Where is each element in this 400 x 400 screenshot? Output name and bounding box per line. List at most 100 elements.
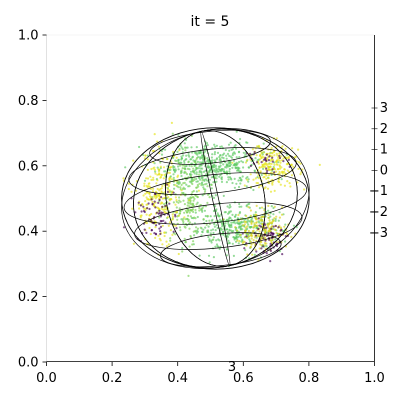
scatter-point bbox=[271, 156, 274, 159]
scatter-point bbox=[206, 193, 210, 196]
scatter-point bbox=[244, 161, 248, 164]
scatter-point bbox=[176, 218, 179, 221]
scatter-point bbox=[189, 158, 192, 161]
scatter-point bbox=[219, 227, 222, 230]
scatter-point bbox=[195, 166, 198, 169]
scatter-point bbox=[257, 177, 261, 180]
scatter-point bbox=[201, 194, 204, 197]
scatter-point bbox=[239, 176, 242, 180]
scatter-point bbox=[152, 178, 155, 181]
scatter-point bbox=[193, 178, 196, 181]
scatter-point bbox=[231, 213, 234, 216]
scatter-point bbox=[146, 158, 149, 161]
scatter-point bbox=[267, 159, 270, 162]
scatter-point bbox=[198, 152, 201, 155]
scatter-point bbox=[200, 234, 203, 237]
scatter-point bbox=[208, 261, 211, 264]
scatter-point bbox=[222, 152, 226, 155]
sphere-wireframe bbox=[121, 127, 310, 270]
scatter-point bbox=[175, 156, 178, 159]
scatter-point bbox=[271, 221, 274, 225]
scatter-point bbox=[180, 155, 183, 158]
scatter-point bbox=[231, 161, 234, 164]
scatter-point bbox=[252, 178, 255, 181]
scatter-point bbox=[273, 171, 276, 174]
scatter-point bbox=[267, 238, 271, 241]
scatter-point bbox=[162, 166, 166, 169]
scatter-point bbox=[228, 216, 231, 219]
scatter-point bbox=[202, 186, 205, 189]
scatter-point bbox=[132, 242, 135, 245]
scatter-point bbox=[215, 220, 218, 223]
scatter-point bbox=[225, 157, 228, 160]
scatter-point bbox=[166, 216, 169, 219]
scatter-point bbox=[225, 154, 228, 157]
scatter-point bbox=[169, 168, 172, 171]
scatter-point bbox=[195, 186, 198, 189]
scatter-point bbox=[176, 174, 180, 177]
scatter-point bbox=[207, 254, 211, 257]
scatter-point bbox=[204, 205, 207, 208]
scatter-point bbox=[241, 228, 244, 231]
scatter-point bbox=[200, 176, 203, 179]
y-axis: 0.0 0.2 0.4 0.6 0.8 1.0 bbox=[18, 29, 47, 371]
scatter-point bbox=[142, 207, 145, 210]
scatter-point bbox=[214, 164, 218, 167]
scatter-point bbox=[275, 170, 278, 173]
scatter-point bbox=[158, 209, 161, 212]
scatter-point bbox=[271, 232, 274, 235]
scatter-point bbox=[166, 158, 169, 161]
scatter-point bbox=[215, 208, 218, 211]
scatter-point bbox=[178, 149, 181, 152]
scatter-point bbox=[149, 175, 152, 178]
scatter-point bbox=[198, 169, 201, 172]
scatter-point bbox=[185, 154, 188, 157]
scatter-point bbox=[180, 174, 183, 178]
scatter-point bbox=[208, 219, 211, 222]
scatter-point bbox=[273, 154, 276, 157]
scatter-point bbox=[179, 209, 182, 212]
scatter-point bbox=[232, 236, 235, 239]
scatter-point bbox=[147, 185, 150, 188]
scatter-point bbox=[254, 218, 258, 221]
scatter-point bbox=[145, 203, 148, 206]
scatter-point bbox=[256, 235, 260, 238]
scatter-point bbox=[182, 182, 185, 185]
scatter-point bbox=[177, 133, 180, 136]
scatter-point bbox=[213, 143, 216, 146]
scatter-point bbox=[181, 247, 184, 250]
scatter-point bbox=[244, 226, 247, 229]
scatter-point bbox=[151, 202, 154, 205]
scatter-point bbox=[165, 240, 168, 243]
scatter-point bbox=[237, 213, 240, 217]
scatter-point bbox=[266, 187, 270, 190]
scatter-point bbox=[174, 196, 177, 199]
scatter-point bbox=[244, 249, 247, 252]
scatter-point bbox=[219, 154, 222, 157]
right-tick-label: 2 bbox=[380, 122, 388, 137]
scatter-point bbox=[191, 203, 194, 206]
scatter-point bbox=[145, 184, 148, 187]
scatter-point bbox=[201, 231, 204, 234]
scatter-point bbox=[238, 205, 241, 208]
scatter-point bbox=[216, 212, 219, 215]
scatter-point bbox=[165, 183, 169, 186]
scatter-point bbox=[167, 243, 170, 246]
scatter-point bbox=[158, 211, 161, 215]
scatter-point bbox=[269, 239, 273, 242]
scatter-point bbox=[178, 226, 182, 229]
scatter-point bbox=[281, 170, 284, 173]
scatter-point bbox=[242, 151, 245, 154]
scatter-point bbox=[159, 165, 162, 168]
scatter-point bbox=[222, 230, 225, 233]
scatter-point bbox=[273, 168, 276, 171]
scatter-point bbox=[279, 183, 282, 186]
scatter-point bbox=[171, 233, 174, 236]
scatter-point bbox=[205, 160, 209, 163]
scatter-point bbox=[199, 178, 202, 181]
scatter-point bbox=[160, 150, 163, 153]
scatter-point bbox=[188, 185, 191, 188]
scatter-point bbox=[174, 184, 177, 187]
scatter-point bbox=[177, 168, 180, 171]
scatter-point bbox=[169, 237, 172, 240]
